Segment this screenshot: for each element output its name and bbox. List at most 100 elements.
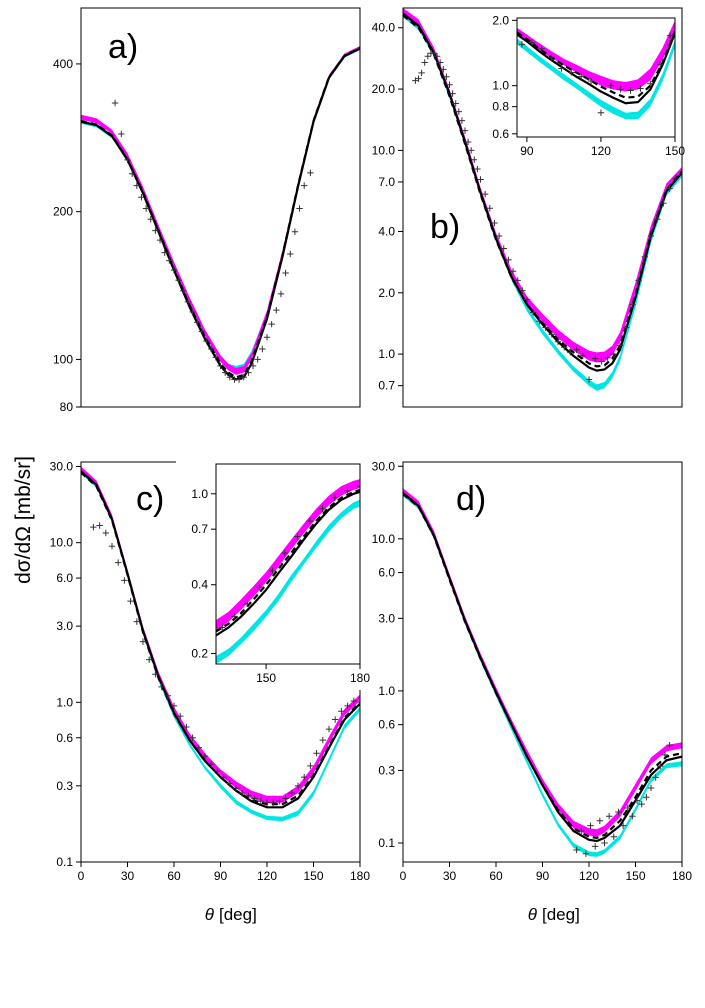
- panel-b-inset-data-point: [597, 109, 605, 116]
- panel-b-inset-data-point: [518, 41, 526, 48]
- panel-b-inset-x-tick-label: 150: [665, 144, 685, 158]
- panel-b-data-point: [500, 245, 507, 252]
- panel-b-inset-plot-area: [517, 20, 675, 120]
- panel-a-data-point: [138, 194, 145, 201]
- panel-b-data-point: [573, 346, 580, 353]
- panel-d-data-point: [647, 784, 655, 792]
- panel-b-data-point: [437, 59, 444, 66]
- panel-b-data-point: [629, 301, 636, 308]
- panel-c-data-point: [239, 789, 246, 797]
- panel-b-inset-data-point: [656, 61, 664, 68]
- x-axis-label-symbol-left: θ: [205, 905, 215, 924]
- panel-c-data-point: [350, 697, 357, 705]
- panel-a-data-point: [180, 287, 187, 294]
- panel-a-data-point: [291, 228, 299, 235]
- panel-b-label: b): [430, 208, 460, 246]
- panel-c-inset-y-tick-label: 0.2: [191, 647, 208, 661]
- panel-b-inset-data-point: [627, 87, 634, 94]
- panel-d-y-tick-label: 0.6: [378, 718, 395, 732]
- panel-b-data-point: [418, 69, 425, 77]
- panel-b-y-tick-label: 20.0: [372, 82, 396, 96]
- panel-d-x-tick-label: 90: [536, 869, 550, 883]
- panel-c-data-point: [139, 638, 147, 645]
- panel-a-data-point: [287, 250, 294, 258]
- panel-c-data-point: [344, 702, 351, 710]
- panel-a-data-point: [307, 169, 314, 177]
- panel-a-data-point: [240, 374, 247, 381]
- panel-c-inset-dashed-curve: [216, 488, 360, 633]
- panel-b-data-point: [592, 355, 599, 362]
- panel-c-y-tick-label: 0.1: [56, 855, 73, 869]
- panel-c-data-point: [96, 522, 103, 529]
- panel-c-data-point: [127, 597, 134, 605]
- x-axis-label-unit-left: [deg]: [219, 905, 257, 924]
- panel-b-inset-data-point: [617, 86, 624, 93]
- panel-a-cyan-band: [81, 48, 360, 373]
- panel-c-y-tick-label: 10.0: [50, 536, 74, 550]
- panel-b-data-point: [464, 138, 472, 146]
- panel-b-inset-data-point: [637, 85, 644, 92]
- panel-b-inset-data-point: [538, 45, 545, 52]
- panel-d-data-point: [573, 846, 580, 854]
- panel-d-data-point: [601, 839, 608, 847]
- y-axis-label: dσ/dΩ [mb/sr]: [12, 456, 35, 584]
- panel-d-x-tick-label: 150: [625, 869, 645, 883]
- panel-d-x-tick-label: 180: [672, 869, 692, 883]
- panel-c-x-tick-label: 30: [121, 869, 135, 883]
- panel-c-inset-data-point: [344, 487, 351, 495]
- panel-b-data-point: [471, 156, 478, 163]
- panel-c-inset-data-point: [244, 600, 251, 608]
- panel-a-frame: [80, 7, 361, 408]
- panel-c-inset-x-tick-label: 150: [256, 671, 276, 685]
- panel-a-data-point: [111, 99, 119, 107]
- panel-a-data-point: [235, 376, 243, 383]
- panel-c-x-tick-label: 150: [303, 869, 323, 883]
- panel-b-inset-y-tick-label: 1.0: [492, 79, 509, 93]
- panel-a-data-point: [166, 257, 173, 264]
- panel-b-y-tick-label: 1.0: [378, 347, 395, 361]
- panel-b-y-tick-label: 10.0: [372, 143, 396, 157]
- panel-d-data-point: [643, 794, 650, 801]
- panel-d: 0.1 0.3 0.6 1.0 3.0 6.0 10.0 30.0 0 30 60 90 120 150 1…: [372, 459, 693, 883]
- panel-c-inset-y-tick-label: 1.0: [191, 487, 208, 501]
- panel-b-data-point: [458, 117, 466, 124]
- panel-b-inset-data-point: [577, 73, 585, 80]
- panel-b-data-point: [666, 185, 673, 192]
- panel-b-data-point: [536, 318, 543, 325]
- panel-a-data-point: [212, 354, 220, 361]
- panel-c-data-point: [338, 707, 345, 715]
- panel-b-data-point: [542, 324, 549, 331]
- panel-c-data-point: [208, 760, 215, 768]
- panel-b-data-point: [455, 108, 462, 115]
- panel-a-data-point: [175, 277, 182, 284]
- panel-c-data-point: [214, 768, 221, 775]
- panel-c-data-point: [158, 683, 165, 691]
- panel-b-inset-y-tick-label: 0.8: [492, 100, 509, 114]
- panel-d-data-point: [578, 827, 585, 835]
- panel-b-data-point: [519, 287, 526, 294]
- panel-b-data-point: [654, 215, 661, 223]
- panel-c-data-point: [276, 798, 283, 805]
- panel-b-data-point: [635, 277, 642, 284]
- panel-b-data-point: [481, 190, 489, 198]
- panel-b-inset-x-tick-label: 120: [591, 144, 611, 158]
- panel-c-inset-data-point: [219, 624, 226, 631]
- panel-b-inset-data-point: [568, 69, 575, 76]
- panel-c-plot-area: [81, 466, 360, 822]
- panel-d-y-tick-label: 30.0: [372, 459, 396, 473]
- panel-c-data-point: [257, 798, 264, 805]
- panel-a-data-point: [198, 328, 206, 335]
- panel-d-plot-area: [403, 488, 682, 857]
- panel-c-data-point: [195, 744, 202, 751]
- panel-c-inset-cyan-band: [216, 499, 360, 664]
- panel-a-data-point: [133, 182, 140, 189]
- panel-a-data-point: [268, 320, 275, 328]
- panel-c-data-point: [263, 799, 271, 806]
- panel-b-data-point: [561, 344, 568, 351]
- panel-c-data-point: [121, 577, 128, 584]
- panel-d-data-point: [587, 822, 594, 829]
- panel-c-data-point: [251, 795, 258, 802]
- panel-d-data-point: [582, 850, 590, 857]
- panel-a-magenta-band: [81, 46, 360, 375]
- panel-c-inset-x-tick-label: 180: [350, 671, 370, 685]
